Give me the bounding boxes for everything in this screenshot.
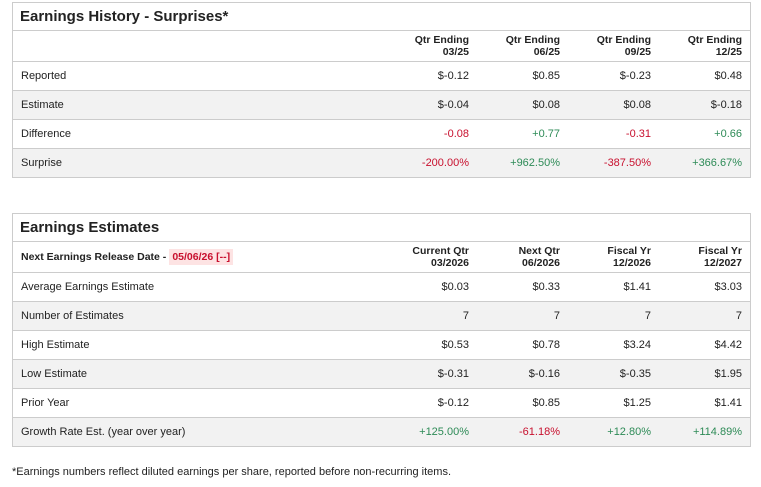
row-label: Prior Year xyxy=(21,397,70,409)
column-header-line: 12/2026 xyxy=(613,257,651,269)
table-row: Number of Estimates 7 7 7 7 xyxy=(13,302,750,331)
cell-value: $-0.16 xyxy=(528,368,560,380)
release-label: Next Earnings Release Date - xyxy=(21,251,167,263)
row-label: Surprise xyxy=(21,157,62,169)
cell-value: $-0.31 xyxy=(437,368,469,380)
cell-value: 7 xyxy=(644,310,651,322)
cell-value: $-0.04 xyxy=(437,99,469,111)
table-row: Average Earnings Estimate $0.03 $0.33 $1.41… xyxy=(13,273,750,302)
column-header: Qtr Ending 03/25 xyxy=(378,34,469,58)
table-header-row: Next Earnings Release Date -05/06/26 [--… xyxy=(13,242,750,273)
column-header-line: Fiscal Yr xyxy=(698,245,742,257)
release-date-label: Next Earnings Release Date -05/06/26 [--… xyxy=(13,249,378,265)
cell-value: +366.67% xyxy=(692,157,742,169)
table-row: Estimate $-0.04 $0.08 $0.08 $-0.18 xyxy=(13,91,750,120)
cell-value: $-0.23 xyxy=(619,70,651,82)
column-header-line: 09/25 xyxy=(624,46,651,58)
row-label: Number of Estimates xyxy=(21,310,124,322)
cell-value: 7 xyxy=(462,310,469,322)
cell-value: +962.50% xyxy=(510,157,560,169)
column-header-line: 06/25 xyxy=(533,46,560,58)
cell-value: $-0.35 xyxy=(619,368,651,380)
column-header-line: Qtr Ending xyxy=(596,34,651,46)
row-label: Reported xyxy=(21,70,67,82)
cell-value: -0.31 xyxy=(625,128,651,140)
row-label: Difference xyxy=(21,128,71,140)
column-header-line: Qtr Ending xyxy=(505,34,560,46)
cell-value: $0.53 xyxy=(441,339,469,351)
cell-value: 7 xyxy=(553,310,560,322)
cell-value: $0.08 xyxy=(623,99,651,111)
cell-value: $0.48 xyxy=(714,70,742,82)
column-header-line: Qtr Ending xyxy=(414,34,469,46)
cell-value: $0.85 xyxy=(532,397,560,409)
row-label: Average Earnings Estimate xyxy=(21,281,155,293)
cell-value: $4.42 xyxy=(714,339,742,351)
cell-value: -0.08 xyxy=(443,128,469,140)
footnote: *Earnings numbers reflect diluted earnin… xyxy=(12,466,452,478)
column-header: Current Qtr 03/2026 xyxy=(378,245,469,269)
column-header-line: Fiscal Yr xyxy=(607,245,651,257)
cell-value: +125.00% xyxy=(419,426,469,438)
table-row: Prior Year $-0.12 $0.85 $1.25 $1.41 xyxy=(13,389,750,418)
column-header-line: 03/2026 xyxy=(431,257,469,269)
column-header: Qtr Ending 12/25 xyxy=(651,34,750,58)
column-header: Fiscal Yr 12/2026 xyxy=(560,245,651,269)
cell-value: $3.03 xyxy=(714,281,742,293)
cell-value: +114.89% xyxy=(692,426,742,438)
cell-value: $-0.18 xyxy=(710,99,742,111)
column-header-line: Current Qtr xyxy=(412,245,469,257)
cell-value: 7 xyxy=(735,310,742,322)
row-label: Estimate xyxy=(21,99,64,111)
table-row: Low Estimate $-0.31 $-0.16 $-0.35 $1.95 xyxy=(13,360,750,389)
earnings-estimates-table: Earnings Estimates Next Earnings Release… xyxy=(12,213,751,447)
column-header-line: 06/2026 xyxy=(522,257,560,269)
cell-value: $1.41 xyxy=(623,281,651,293)
earnings-history-title: Earnings History - Surprises* xyxy=(13,3,750,31)
table-row: High Estimate $0.53 $0.78 $3.24 $4.42 xyxy=(13,331,750,360)
cell-value: $0.33 xyxy=(532,281,560,293)
table-row: Growth Rate Est. (year over year) +125.00… xyxy=(13,418,750,446)
cell-value: -61.18% xyxy=(519,426,560,438)
column-header-line: 12/25 xyxy=(715,46,742,58)
cell-value: -200.00% xyxy=(421,157,469,169)
column-header-line: Next Qtr xyxy=(518,245,560,257)
cell-value: +12.80% xyxy=(607,426,651,438)
cell-value: $1.95 xyxy=(714,368,742,380)
cell-value: +0.77 xyxy=(532,128,560,140)
table-row: Difference -0.08 +0.77 -0.31 +0.66 xyxy=(13,120,750,149)
row-label: High Estimate xyxy=(21,339,90,351)
cell-value: $0.85 xyxy=(532,70,560,82)
column-header-line: Qtr Ending xyxy=(687,34,742,46)
cell-value: +0.66 xyxy=(714,128,742,140)
table-row: Surprise -200.00% +962.50% -387.50% +366.67% xyxy=(13,149,750,177)
cell-value: $0.08 xyxy=(532,99,560,111)
column-header: Next Qtr 06/2026 xyxy=(469,245,560,269)
table-row: Reported $-0.12 $0.85 $-0.23 $0.48 xyxy=(13,62,750,91)
cell-value: $-0.12 xyxy=(437,397,469,409)
column-header: Qtr Ending 06/25 xyxy=(469,34,560,58)
row-label: Low Estimate xyxy=(21,368,88,380)
earnings-history-table: Earnings History - Surprises* Qtr Ending… xyxy=(12,2,751,178)
cell-value: $-0.12 xyxy=(437,70,469,82)
column-header: Qtr Ending 09/25 xyxy=(560,34,651,58)
cell-value: $1.25 xyxy=(623,397,651,409)
column-header-line: 12/2027 xyxy=(704,257,742,269)
column-header-line: 03/25 xyxy=(442,46,469,58)
cell-value: $0.03 xyxy=(441,281,469,293)
earnings-estimates-title: Earnings Estimates xyxy=(13,214,750,242)
column-header: Fiscal Yr 12/2027 xyxy=(651,245,750,269)
cell-value: $3.24 xyxy=(623,339,651,351)
cell-value: -387.50% xyxy=(603,157,651,169)
cell-value: $1.41 xyxy=(714,397,742,409)
table-header-row: Qtr Ending 03/25 Qtr Ending 06/25 Qtr Ending… xyxy=(13,31,750,62)
row-label: Growth Rate Est. (year over year) xyxy=(21,426,186,438)
cell-value: $0.78 xyxy=(532,339,560,351)
release-date-badge: 05/06/26 [--] xyxy=(169,249,234,265)
